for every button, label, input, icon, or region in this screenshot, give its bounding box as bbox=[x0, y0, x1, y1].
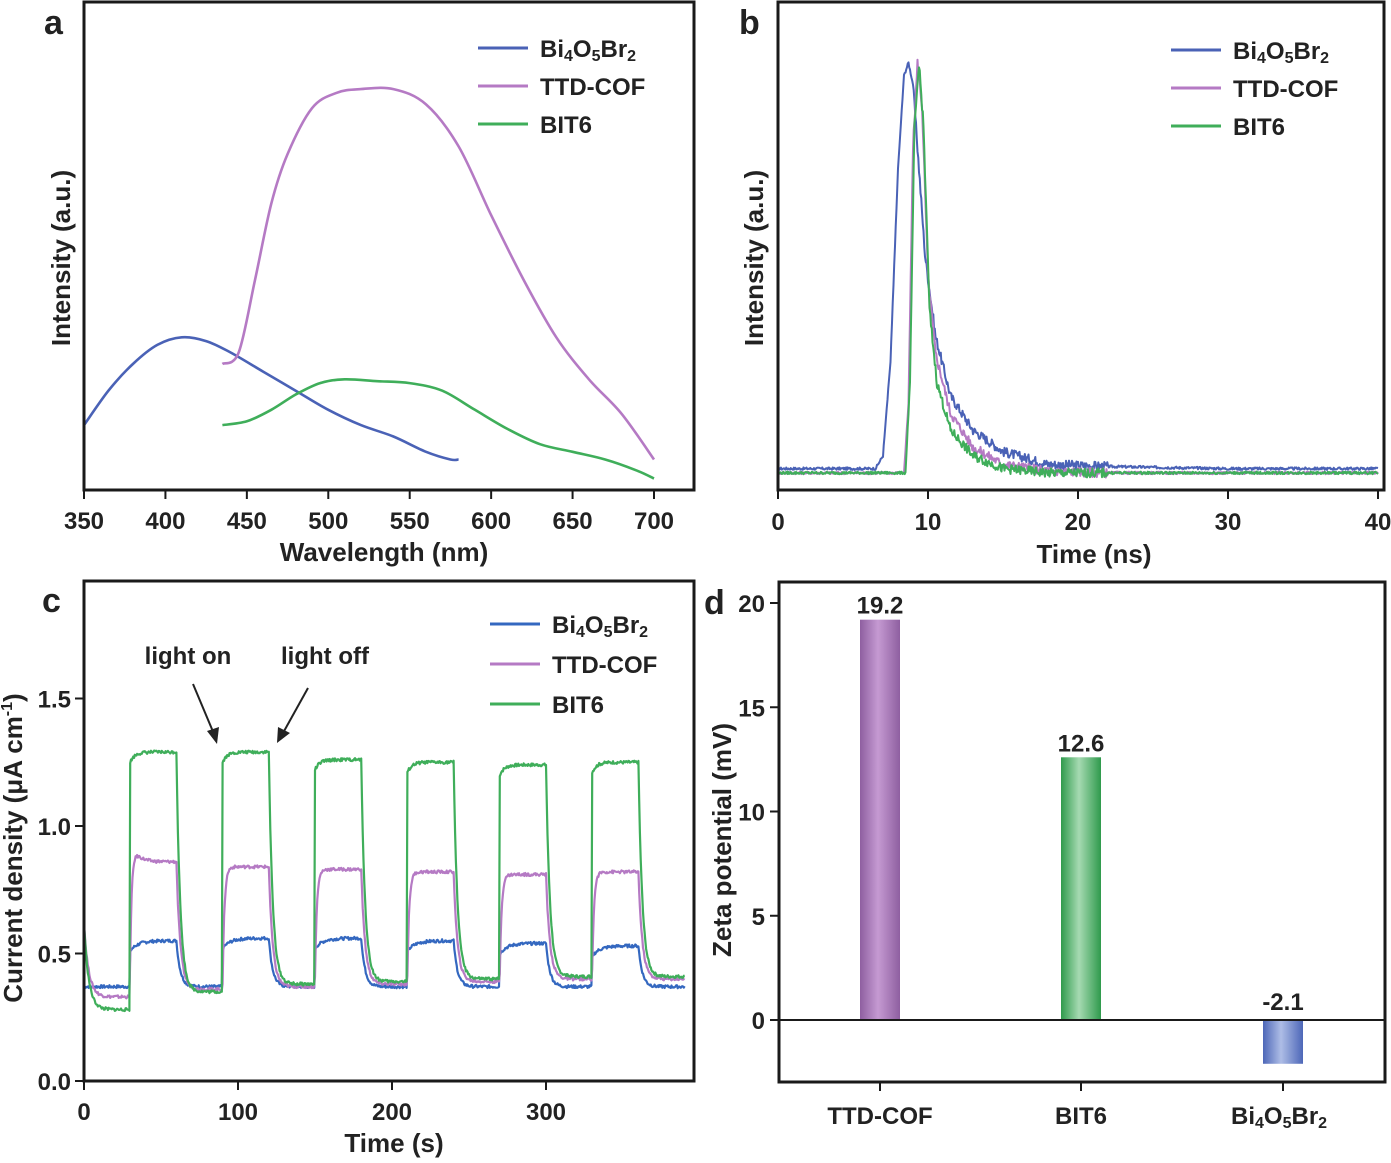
panel-d-category-label: Bi4O5Br2 bbox=[1231, 1103, 1327, 1132]
panel-c-frame bbox=[82, 579, 696, 1083]
panel-b: b 0 10 20 30 40 Time (ns) Intensity (a.u.) B… bbox=[739, 0, 1391, 569]
panel-c-xtick-label: 100 bbox=[218, 1099, 258, 1126]
panel-d-category-label: TTD-COF bbox=[827, 1103, 932, 1130]
panel-c-ylabel-main: Current density (μA cm bbox=[0, 716, 28, 1003]
panel-a-label: a bbox=[44, 4, 64, 42]
panel-a: a 350 400 450 500 550 600 650 700 Wavelength (n… bbox=[44, 0, 696, 567]
panel-b-legend-label-bi4o5br2: Bi4O5Br2 bbox=[1233, 38, 1329, 67]
panel-a-xtick-label: 650 bbox=[553, 508, 593, 535]
panel-a-xtick-label: 450 bbox=[227, 508, 267, 535]
panel-a-xtick-label: 700 bbox=[634, 508, 674, 535]
panel-d-value-label: -2.1 bbox=[1262, 989, 1303, 1016]
panel-b-series bbox=[777, 58, 1379, 479]
panel-a-xtick-label: 600 bbox=[471, 508, 511, 535]
panel-c-ylabel: Current density (μA cm-1) bbox=[0, 693, 28, 1002]
panel-c-ylabel-sup: -1 bbox=[0, 702, 16, 716]
panel-d: d 19.2 12.6 -2.1 0 5 10 15 20 TTD-COF BIT6 Bi4O5B… bbox=[704, 580, 1387, 1132]
panel-b-line-bi4o5br2 bbox=[777, 61, 1379, 472]
light-off-arrow bbox=[277, 687, 309, 743]
panel-c-ylabel-close: ) bbox=[0, 693, 28, 702]
panel-b-xtick-label: 0 bbox=[771, 509, 784, 536]
panel-b-xticks: 0 10 20 30 40 bbox=[771, 490, 1391, 536]
panel-b-ylabel: Intensity (a.u.) bbox=[739, 170, 769, 346]
panel-b-legend-label-bit6: BIT6 bbox=[1233, 114, 1285, 141]
annotation-light-off: light off bbox=[281, 643, 370, 670]
panel-c: c 0 100 200 300 0.0 0.5 1.0 1.5 Time (s) Curren… bbox=[0, 579, 696, 1158]
panel-b-xtick-label: 30 bbox=[1215, 509, 1242, 536]
panel-c-xlabel: Time (s) bbox=[344, 1128, 443, 1158]
panel-a-xtick-label: 350 bbox=[64, 508, 104, 535]
panel-c-ytick-label: 1.5 bbox=[38, 687, 71, 714]
panel-d-ytick-label: 10 bbox=[738, 800, 765, 827]
panel-c-line-ttd-cof bbox=[82, 853, 686, 1000]
panel-c-series bbox=[82, 749, 686, 1013]
panel-c-ticks: 0 100 200 300 0.0 0.5 1.0 1.5 bbox=[38, 687, 566, 1127]
light-on-arrow bbox=[192, 683, 219, 744]
panel-d-ytick-label: 5 bbox=[752, 904, 765, 931]
annotation-light-on: light on bbox=[145, 643, 232, 670]
panel-b-xtick-label: 10 bbox=[915, 509, 942, 536]
panel-b-xtick-label: 20 bbox=[1065, 509, 1092, 536]
panel-a-xtick-label: 550 bbox=[390, 508, 430, 535]
panel-c-line-bi4o5br2 bbox=[83, 935, 686, 990]
panel-c-legend-label-bit6: BIT6 bbox=[552, 692, 604, 719]
panel-a-xtick-label: 500 bbox=[308, 508, 348, 535]
panel-a-line-bit6 bbox=[222, 377, 655, 480]
panel-b-line-bit6 bbox=[777, 66, 1379, 479]
panel-b-legend: Bi4O5Br2 TTD-COF BIT6 bbox=[1171, 38, 1338, 141]
panel-a-legend-label-bit6: BIT6 bbox=[540, 112, 592, 139]
panel-c-ytick-label: 0.5 bbox=[38, 942, 71, 969]
panel-a-legend: Bi4O5Br2 TTD-COF BIT6 bbox=[478, 36, 645, 139]
panel-a-legend-label-bi4o5br2: Bi4O5Br2 bbox=[540, 36, 636, 65]
panel-a-frame bbox=[82, 0, 696, 492]
panel-d-bar-bi4o5br2 bbox=[1263, 1020, 1303, 1064]
panel-a-xlabel: Wavelength (nm) bbox=[280, 537, 488, 567]
panel-b-legend-label-ttd-cof: TTD-COF bbox=[1233, 76, 1338, 103]
panel-d-bars: 19.2 12.6 -2.1 bbox=[857, 593, 1304, 1064]
panel-d-label: d bbox=[704, 584, 725, 622]
panel-b-line-ttd-cof bbox=[777, 58, 1379, 479]
panel-a-legend-label-ttd-cof: TTD-COF bbox=[540, 74, 645, 101]
panel-c-line-bit6 bbox=[82, 749, 686, 1013]
panel-c-xtick-label: 300 bbox=[526, 1099, 566, 1126]
panel-d-ytick-label: 20 bbox=[738, 591, 765, 618]
panel-d-value-label: 12.6 bbox=[1058, 730, 1105, 757]
panel-d-category-label: BIT6 bbox=[1055, 1103, 1107, 1130]
panel-b-label: b bbox=[739, 4, 760, 42]
panel-c-legend-label-ttd-cof: TTD-COF bbox=[552, 652, 657, 679]
panel-d-value-label: 19.2 bbox=[857, 593, 904, 620]
panel-b-frame bbox=[776, 0, 1386, 492]
panel-b-xlabel: Time (ns) bbox=[1036, 539, 1151, 569]
panel-c-xtick-label: 0 bbox=[77, 1099, 90, 1126]
panel-c-legend-label-bi4o5br2: Bi4O5Br2 bbox=[552, 612, 648, 641]
panel-a-line-bi4o5br2 bbox=[82, 335, 459, 462]
panel-d-ytick-label: 0 bbox=[752, 1008, 765, 1035]
panel-b-xtick-label: 40 bbox=[1365, 509, 1391, 536]
panel-d-ytick-label: 15 bbox=[738, 695, 765, 722]
panel-d-bar-bit6 bbox=[1061, 757, 1101, 1020]
panel-c-xtick-label: 200 bbox=[372, 1099, 412, 1126]
panel-d-bar-ttd-cof bbox=[860, 619, 900, 1020]
panel-a-line-ttd-cof bbox=[221, 86, 656, 461]
panel-a-ylabel: Intensity (a.u.) bbox=[46, 170, 76, 346]
panel-c-ytick-label: 0.0 bbox=[38, 1069, 71, 1096]
panel-c-label: c bbox=[42, 582, 61, 620]
panel-d-axes: 0 5 10 15 20 TTD-COF BIT6 Bi4O5Br2 bbox=[738, 580, 1387, 1132]
panel-a-xtick-label: 400 bbox=[145, 508, 185, 535]
panel-a-series bbox=[82, 86, 656, 480]
panel-c-ytick-label: 1.0 bbox=[38, 814, 71, 841]
panel-a-xticks: 350 400 450 500 550 600 650 700 bbox=[64, 490, 674, 535]
panel-c-legend: Bi4O5Br2 TTD-COF BIT6 bbox=[490, 612, 657, 719]
panel-d-ylabel: Zeta potential (mV) bbox=[707, 723, 737, 957]
